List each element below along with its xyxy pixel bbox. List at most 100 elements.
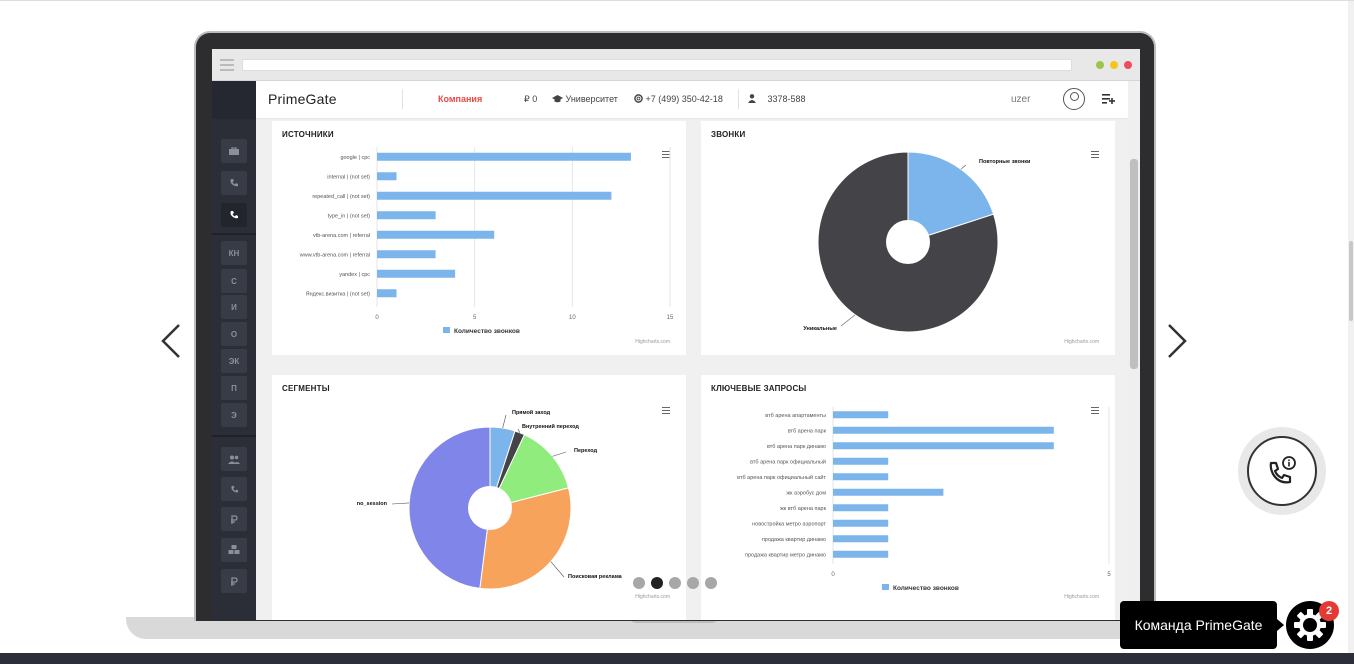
sidebar-briefcase-button[interactable] <box>221 139 247 163</box>
user-icon <box>748 94 756 103</box>
category-label: жк втб арена парк <box>780 506 827 512</box>
connector-line <box>960 164 967 170</box>
sources-chart: 0 5 10 15 google | cpc internal | (not set) re… <box>299 147 674 335</box>
chevron-right-icon <box>1168 324 1187 358</box>
carousel-dot-active[interactable] <box>651 577 663 589</box>
sidebar-item-ek[interactable]: ЭК <box>221 349 247 373</box>
app-scrollbar[interactable] <box>1128 119 1140 620</box>
calls-credit[interactable]: Highcharts.com <box>1064 339 1099 345</box>
ruble-icon <box>231 576 238 586</box>
sources-title: ИСТОЧНИКИ <box>282 130 334 139</box>
browser-menu-icon <box>220 59 234 71</box>
phone-icon <box>230 485 238 492</box>
sidebar-phone-in-button[interactable] <box>221 171 247 195</box>
category-label: втб арена парк динамо <box>767 444 826 450</box>
carousel-dot[interactable] <box>705 577 717 589</box>
sidebar-item-i[interactable]: И <box>221 295 247 319</box>
keywords-credit[interactable]: Highcharts.com <box>1064 594 1099 600</box>
sidebar-users-button[interactable] <box>221 447 247 471</box>
x-tick-label: 5 <box>1107 572 1111 578</box>
slice-label: no_session <box>357 501 388 507</box>
segments-chart: Прямой заход Внутренний переход Переход Пои… <box>357 409 623 590</box>
briefcase-icon <box>229 147 239 155</box>
add-list-icon[interactable] <box>1102 92 1115 107</box>
sources-menu-icon[interactable] <box>662 151 670 158</box>
browser-green-dot <box>1096 61 1104 69</box>
university-label: Университет <box>565 94 618 104</box>
bar <box>377 211 436 220</box>
sidebar-item-kn[interactable]: КН <box>221 241 247 265</box>
playlist-add-icon <box>1102 94 1115 104</box>
callback-widget[interactable] <box>1238 427 1326 515</box>
segments-menu-icon[interactable] <box>662 407 670 414</box>
category-label: продажа квартир метро динамо <box>745 552 826 558</box>
slice-label: Внутренний переход <box>522 423 579 430</box>
sidebar-ruble-button[interactable] <box>221 507 247 531</box>
account-id: 3378-588 <box>748 94 806 104</box>
lifebuoy-icon <box>634 94 643 103</box>
calls-menu-icon[interactable] <box>1091 151 1099 158</box>
legend-label: Количество звонков <box>893 585 959 592</box>
carousel-next-button[interactable] <box>1166 323 1188 359</box>
bar <box>377 289 397 298</box>
bar <box>833 519 889 527</box>
pie-center-hole <box>886 220 930 264</box>
bar <box>833 426 1054 434</box>
segments-title: СЕГМЕНТЫ <box>282 384 330 393</box>
university-link[interactable]: Университет <box>552 94 618 104</box>
user-avatar-icon[interactable] <box>1063 88 1085 110</box>
callback-widget-inner[interactable] <box>1247 436 1317 506</box>
carousel-dot[interactable] <box>669 577 681 589</box>
sidebar-phone-active-button[interactable] <box>221 203 247 227</box>
page-scrollbar[interactable] <box>1348 1 1354 664</box>
connector-line <box>550 561 565 578</box>
browser-url-bar <box>242 59 1072 71</box>
bar <box>833 457 889 465</box>
ruble-icon <box>231 514 238 524</box>
support-phone[interactable]: +7 (499) 350-42-18 <box>634 94 723 104</box>
carousel-prev-button[interactable] <box>160 323 182 359</box>
app-header: PrimeGate Компания ₽ 0 Университет +7 (4… <box>256 81 1128 119</box>
sidebar-item-p[interactable]: П <box>221 376 247 400</box>
sources-credit[interactable]: Highcharts.com <box>635 339 670 345</box>
sidebar-item-o[interactable]: О <box>221 322 247 346</box>
connector-line <box>840 314 856 327</box>
keywords-menu-icon[interactable] <box>1091 407 1099 414</box>
sidebar-item-s[interactable]: С <box>221 269 247 293</box>
balance[interactable]: ₽ 0 <box>524 94 538 104</box>
bar <box>377 191 612 200</box>
browser-red-dot <box>1124 61 1132 69</box>
gear-icon <box>1294 609 1326 641</box>
x-tick-label: 0 <box>375 315 379 321</box>
header-divider <box>738 89 739 109</box>
phone-number: +7 (499) 350-42-18 <box>645 94 723 104</box>
sidebar-item-e[interactable]: Э <box>221 403 247 427</box>
sidebar-top-block <box>212 81 256 119</box>
username[interactable]: uzer <box>1011 94 1031 105</box>
page-footer-bar <box>0 653 1354 664</box>
category-label: vtb-arena.com | referral <box>313 233 370 239</box>
sidebar-boxes-button[interactable] <box>221 538 247 562</box>
page-scrollbar-thumb[interactable] <box>1349 241 1353 321</box>
chevron-left-icon <box>161 324 180 358</box>
calls-title: ЗВОНКИ <box>711 130 746 139</box>
sidebar-divider <box>212 435 256 437</box>
sidebar-ruble-button-2[interactable] <box>221 569 247 593</box>
legend-swatch <box>882 584 889 590</box>
carousel-dot[interactable] <box>633 577 645 589</box>
segments-credit[interactable]: Highcharts.com <box>635 594 670 600</box>
laptop-frame: КН С И О ЭК П Э <box>194 31 1156 621</box>
connector-line <box>391 502 410 505</box>
category-label: repeated_call | (not set) <box>312 194 370 200</box>
laptop-screen: КН С И О ЭК П Э <box>212 49 1140 620</box>
brand-logo[interactable]: PrimeGate <box>268 91 337 107</box>
sidebar-phone-button[interactable] <box>221 477 247 501</box>
carousel-dot[interactable] <box>687 577 699 589</box>
slice-label: Прямой заход <box>512 409 551 416</box>
category-label: втб арена парк официальный <box>750 458 826 465</box>
pie-slice <box>408 426 491 589</box>
category-label: втб арена парк официальный сайт <box>737 474 826 481</box>
app-scrollbar-thumb[interactable] <box>1130 159 1138 369</box>
company-link[interactable]: Компания <box>438 94 483 104</box>
